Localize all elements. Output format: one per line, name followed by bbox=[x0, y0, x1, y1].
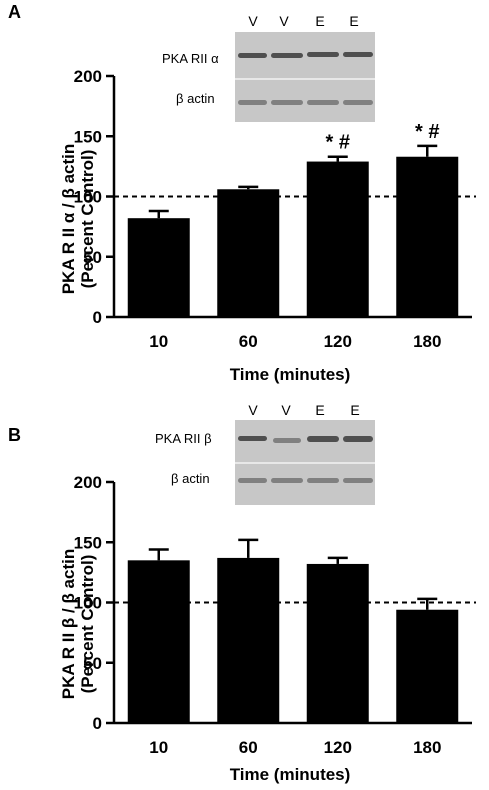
panel-a-bar bbox=[306, 161, 369, 317]
panel-b-blot-divider bbox=[235, 462, 375, 464]
panel-a-blot-lane-label: E bbox=[315, 13, 325, 29]
panel-b-bar bbox=[217, 557, 280, 723]
panel-a-blot-band bbox=[238, 53, 267, 58]
panel-a-blot-row-label-target: PKA RII α bbox=[162, 51, 219, 66]
panel-a-y-tick-label: 200 bbox=[74, 67, 102, 86]
panel-b-blot-actin-band bbox=[271, 478, 303, 483]
panel-b-letter: B bbox=[8, 425, 21, 445]
panel-b-x-tick-label: 10 bbox=[149, 738, 168, 757]
panel-a-x-tick-label: 180 bbox=[413, 332, 441, 351]
panel-a-x-tick-label: 60 bbox=[239, 332, 258, 351]
panel-a-y-tick-label: 0 bbox=[93, 308, 102, 327]
panel-b-y-tick-label: 150 bbox=[74, 533, 102, 552]
panel-a-letter: A bbox=[8, 2, 21, 22]
panel-a-blot-actin-band bbox=[271, 100, 303, 105]
panel-a-bar bbox=[217, 189, 280, 317]
panel-b-bar bbox=[396, 609, 459, 723]
panel-b-blot-lane-label: E bbox=[315, 402, 325, 418]
panel-b-blot-actin-band bbox=[238, 478, 267, 483]
panel-a-blot-lane-label: E bbox=[349, 13, 359, 29]
panel-b-blot-row-label-target: PKA RII β bbox=[155, 431, 212, 446]
panel-b-blot-actin-band bbox=[343, 478, 373, 483]
panel-b-blot-band bbox=[238, 436, 267, 441]
panel-a-x-tick-label: 120 bbox=[324, 332, 352, 351]
panel-b-x-tick-label: 120 bbox=[324, 738, 352, 757]
panel-b-blot-band bbox=[343, 436, 373, 442]
panel-a-blot-lane-label: V bbox=[248, 13, 258, 29]
panel-a-significance-marker: * # bbox=[415, 121, 439, 143]
panel-b-y-tick-label: 0 bbox=[93, 714, 102, 733]
panel-a-y-tick-label: 50 bbox=[83, 248, 102, 267]
panel-a-blot-band bbox=[271, 53, 303, 58]
panel-a-x-axis-title: Time (minutes) bbox=[229, 365, 351, 384]
panel-b-blot-band bbox=[273, 438, 301, 443]
panel-a-western-blot-image bbox=[235, 32, 375, 122]
panel-b-y-tick-label: 50 bbox=[83, 654, 102, 673]
panel-a-y-tick-label: 100 bbox=[74, 188, 102, 207]
panel-a-blot-actin-band bbox=[343, 100, 373, 105]
panel-a-blot-band bbox=[343, 52, 373, 57]
panel-b-bar bbox=[127, 560, 190, 723]
panel-a-blot-row-label-actin: β actin bbox=[176, 91, 215, 106]
panel-b-y-tick-label: 100 bbox=[74, 594, 102, 613]
panel-b-x-tick-label: 60 bbox=[239, 738, 258, 757]
panel-b-x-axis-title: Time (minutes) bbox=[229, 765, 351, 784]
panel-b-x-tick-label: 180 bbox=[413, 738, 441, 757]
panel-b-blot-lane-label: V bbox=[281, 402, 291, 418]
panel-a-blot-band bbox=[307, 52, 339, 57]
panel-a-blot-actin-band bbox=[238, 100, 267, 105]
panel-a-blot-actin-band bbox=[307, 100, 339, 105]
panel-a-blot-lane-label: V bbox=[279, 13, 289, 29]
panel-a-y-tick-label: 150 bbox=[74, 127, 102, 146]
panel-a-bar bbox=[396, 156, 459, 317]
panel-b-bar bbox=[306, 563, 369, 723]
panel-b-blot-actin-band bbox=[307, 478, 339, 483]
panel-b-blot-band bbox=[307, 436, 339, 442]
panel-b-blot-lane-label: V bbox=[248, 402, 258, 418]
panel-a-x-tick-label: 10 bbox=[149, 332, 168, 351]
panel-a-bar bbox=[127, 218, 190, 317]
panel-a-blot-divider bbox=[235, 78, 375, 80]
panel-b-blot-row-label-actin: β actin bbox=[171, 471, 210, 486]
panel-b-blot-lane-label: E bbox=[350, 402, 360, 418]
panel-b-y-tick-label: 200 bbox=[74, 473, 102, 492]
panel-a-significance-marker: * # bbox=[326, 132, 350, 154]
